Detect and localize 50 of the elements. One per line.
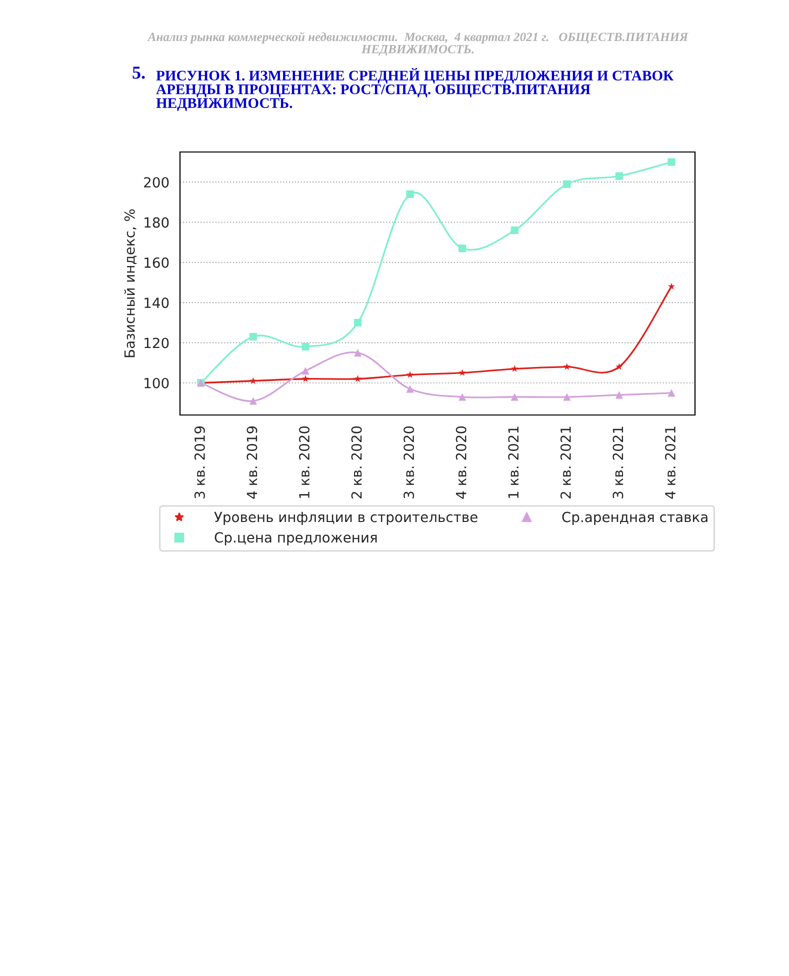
point xyxy=(563,393,571,401)
point xyxy=(249,332,257,341)
point xyxy=(302,375,310,382)
x-tick-label: 1 кв. 2021 xyxy=(508,426,519,498)
text: 5. xyxy=(132,66,145,79)
point xyxy=(458,393,466,401)
point xyxy=(250,377,257,384)
point xyxy=(510,226,518,234)
point xyxy=(668,158,676,166)
point xyxy=(354,348,362,357)
point xyxy=(406,190,414,198)
text: Анализ рынка коммерческой недвижимости. Москва, 4 квартал 2021 г. ОБЩЕСТВ.ПИТАНИЯ НЕДВИЖИМОСТЬ. xyxy=(147,32,688,56)
y-tick-label: 200 xyxy=(144,177,169,188)
point xyxy=(616,363,623,370)
y-axis-title: Базисный индекс, % xyxy=(124,209,137,358)
point xyxy=(615,391,623,399)
x-tick-label: 3 кв. 2020 xyxy=(404,426,414,498)
point xyxy=(406,371,414,378)
x-tick-label: 1 кв. 2020 xyxy=(299,426,310,498)
y-tick-label: 180 xyxy=(144,217,169,228)
x-tick-label: 4 кв. 2021 xyxy=(664,426,676,499)
point xyxy=(458,244,466,252)
point xyxy=(563,363,571,370)
point xyxy=(458,369,466,376)
legend-label: Уровень инфляции в строительстве xyxy=(214,512,478,525)
x-tick-label: 2 кв. 2021 xyxy=(560,426,571,498)
point xyxy=(511,365,518,372)
point xyxy=(354,375,362,382)
y-tick-label: 140 xyxy=(144,298,169,308)
y-tick-label: 100 xyxy=(144,378,169,388)
x-tick-label: 2 кв. 2020 xyxy=(351,426,362,498)
chart-title: РИСУНОК 1. ИЗМЕНЕНИЕ СРЕДНЕЙ ЦЕНЫ ПРЕДЛОЖЕНИЯ И СТАВОК АРЕНДЫ В ПРОЦЕНТАХ: РОСТ/СПАД. ОБЩЕСТВ.ПИТАНИЯ НЕДВИЖИМОСТЬ. xyxy=(156,68,674,111)
point xyxy=(668,282,676,290)
point xyxy=(406,385,414,393)
legend-label: Ср.арендная ставка xyxy=(562,512,708,525)
legend-label: Ср.цена предложения xyxy=(214,532,377,546)
point xyxy=(302,342,310,351)
point xyxy=(615,172,623,180)
x-tick-label: 4 кв. 2019 xyxy=(246,426,258,499)
y-tick-label: 160 xyxy=(144,257,169,268)
y-tick-label: 120 xyxy=(144,338,169,348)
point xyxy=(249,397,257,405)
point xyxy=(668,389,676,397)
x-tick-label: 3 кв. 2021 xyxy=(612,426,624,498)
x-tick-label: 4 кв. 2020 xyxy=(456,426,466,499)
point xyxy=(302,367,310,375)
point xyxy=(354,318,362,326)
point xyxy=(510,393,518,401)
x-tick-label: 3 кв. 2019 xyxy=(194,426,205,498)
point xyxy=(563,180,571,188)
